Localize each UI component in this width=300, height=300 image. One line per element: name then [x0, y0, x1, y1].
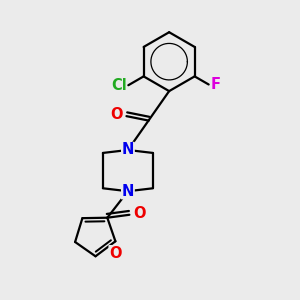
Text: N: N — [122, 142, 134, 158]
Text: O: O — [110, 107, 123, 122]
Text: O: O — [133, 206, 146, 221]
Text: N: N — [122, 184, 134, 199]
Text: O: O — [109, 246, 122, 261]
Text: F: F — [210, 77, 220, 92]
Text: Cl: Cl — [111, 78, 127, 93]
